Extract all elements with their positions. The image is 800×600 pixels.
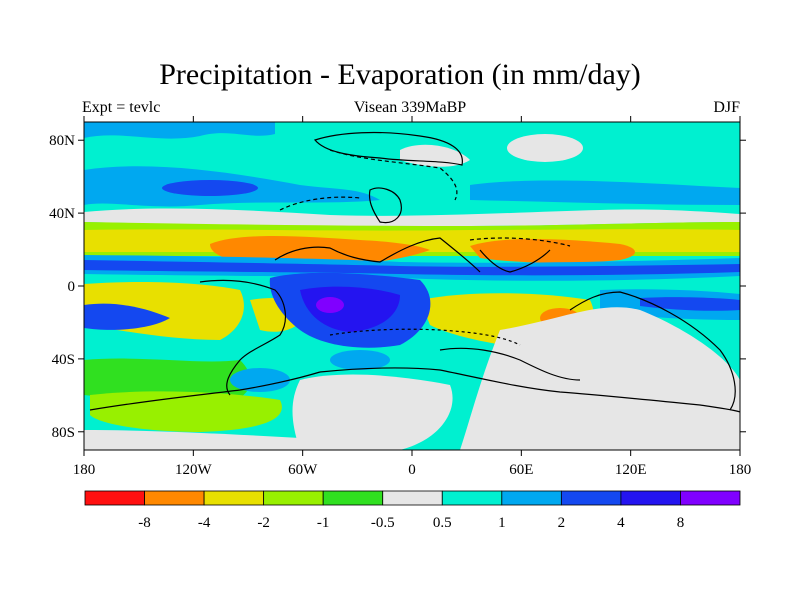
field-region xyxy=(84,122,275,139)
lat-tick-label: 40N xyxy=(49,206,75,222)
colorbar-swatch xyxy=(441,490,503,506)
colorbar-swatch xyxy=(263,490,324,506)
colorbar-label: 0.5 xyxy=(433,515,452,531)
experiment-label: Expt = tevlc xyxy=(82,99,161,116)
colorbar-swatch xyxy=(560,490,622,506)
field-region xyxy=(470,239,635,263)
field-region xyxy=(230,368,290,392)
colorbar-label: -8 xyxy=(138,515,151,531)
field-region xyxy=(640,297,740,311)
colorbar-swatch xyxy=(144,490,205,506)
colorbar-swatch xyxy=(322,490,384,506)
lon-tick-label: 120W xyxy=(175,462,213,478)
colorbar-label: 1 xyxy=(498,515,506,531)
colorbar-label: 8 xyxy=(677,515,685,531)
colorbar-swatch xyxy=(382,490,443,506)
lon-tick-label: 0 xyxy=(408,462,416,478)
latitude-axis: 80N 40N 0 40S 80S xyxy=(49,133,746,441)
coastline xyxy=(199,279,287,396)
field-contours xyxy=(84,122,740,450)
colorbar-label: 2 xyxy=(558,515,566,531)
longitude-axis: 180 120W 60W 0 60E 120E 180 xyxy=(73,116,752,478)
lat-tick-label: 40S xyxy=(52,352,75,368)
colorbar-label: -1 xyxy=(317,515,330,531)
coastline xyxy=(279,196,361,211)
colorbar-swatch xyxy=(203,490,265,506)
field-region xyxy=(460,307,740,450)
coastline xyxy=(569,291,736,411)
field-region xyxy=(162,180,258,196)
field-region xyxy=(84,430,300,450)
field-region xyxy=(84,303,170,330)
coastline xyxy=(89,371,321,411)
lon-tick-label: 180 xyxy=(729,462,752,478)
colorbar-swatch xyxy=(84,490,145,506)
colorbar-swatch xyxy=(501,490,562,506)
lat-tick-label: 0 xyxy=(68,279,76,295)
coastline xyxy=(479,249,551,273)
lat-tick-label: 80S xyxy=(52,425,75,441)
field-region xyxy=(330,350,390,370)
colorbar-label: -0.5 xyxy=(371,515,395,531)
coastline xyxy=(329,328,521,346)
field-region xyxy=(470,180,740,205)
field-region xyxy=(84,208,740,227)
colorbar-swatch xyxy=(620,490,681,506)
field-region xyxy=(90,391,282,432)
period-label: Visean 339MaBP xyxy=(353,99,467,116)
coastline xyxy=(274,237,481,273)
colorbar-label: -2 xyxy=(257,515,270,531)
colorbar-label: 4 xyxy=(617,515,625,531)
coastline xyxy=(439,347,581,381)
lon-tick-label: 60E xyxy=(509,462,533,478)
colorbar-label: -4 xyxy=(198,515,211,531)
colorbar-swatch xyxy=(680,490,741,506)
field-region xyxy=(292,374,453,450)
coastline xyxy=(368,187,402,224)
coastline xyxy=(329,149,458,201)
coastline xyxy=(313,131,463,166)
field-region xyxy=(84,260,740,276)
lon-tick-label: 60W xyxy=(288,462,318,478)
lon-tick-label: 180 xyxy=(73,462,96,478)
coastline xyxy=(469,237,571,247)
field-region xyxy=(507,134,583,162)
colorbar: -8 -4 -2 -1 -0.5 0.5 1 2 4 8 xyxy=(84,490,741,531)
coastlines xyxy=(89,131,741,413)
season-label: DJF xyxy=(713,99,740,116)
field-region xyxy=(316,297,344,313)
plot-title: Precipitation - Evaporation (in mm/day) xyxy=(159,58,641,91)
lat-tick-label: 80N xyxy=(49,133,75,149)
lon-tick-label: 120E xyxy=(615,462,647,478)
coastline xyxy=(319,367,741,413)
